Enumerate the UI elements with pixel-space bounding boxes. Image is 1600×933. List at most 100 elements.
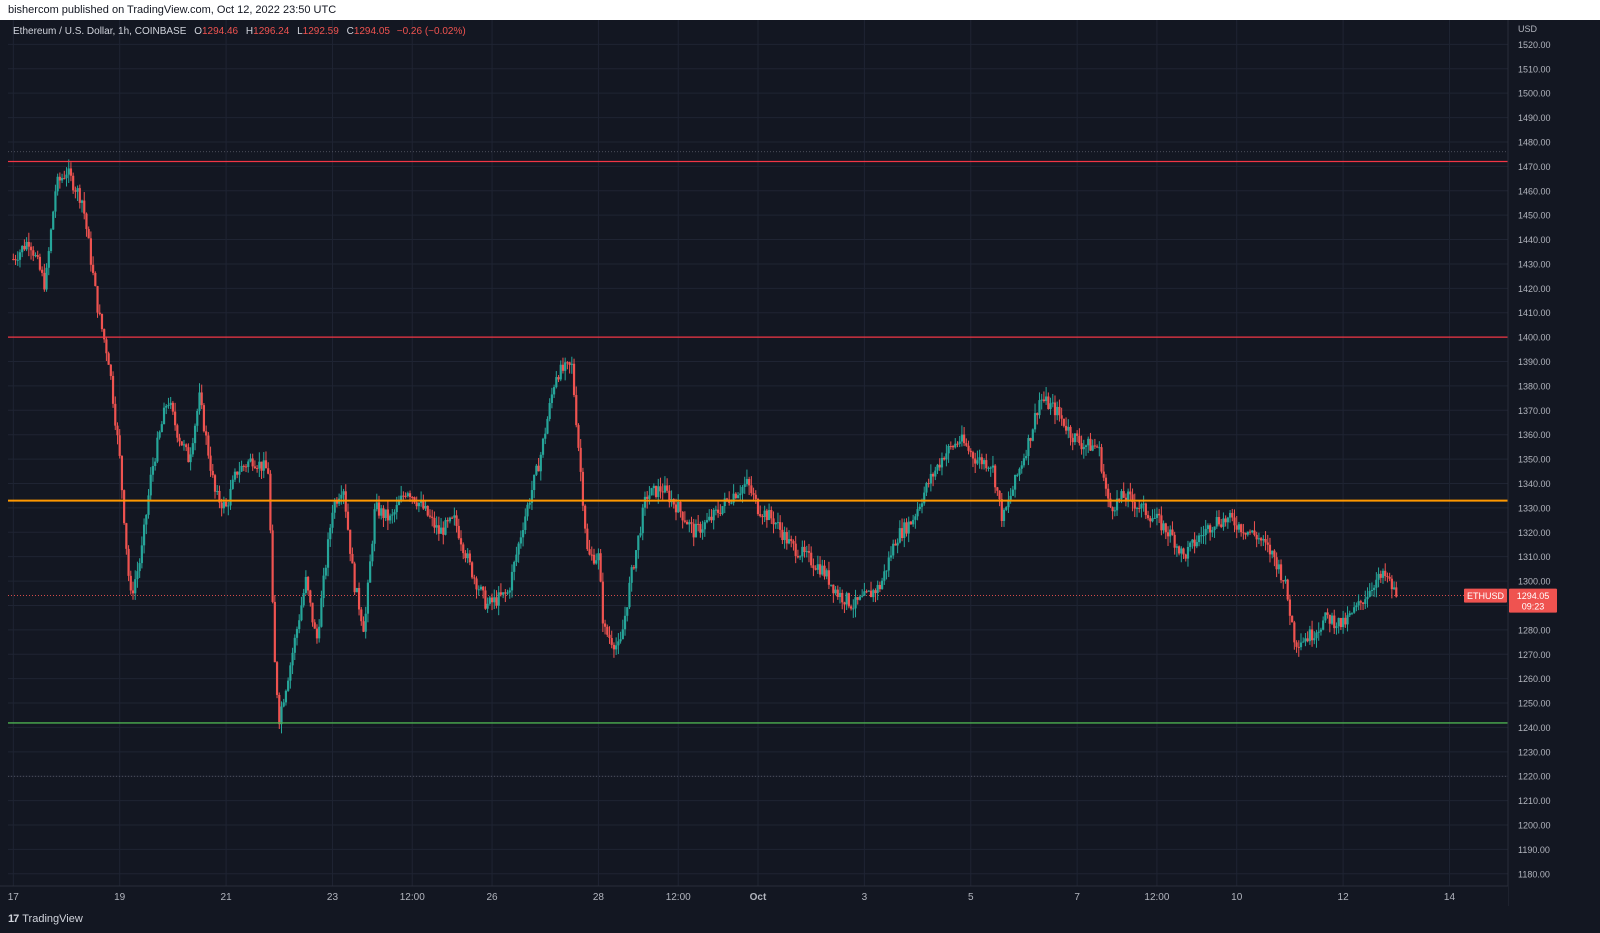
- candle-body: [21, 245, 24, 253]
- candle-body: [1373, 587, 1376, 590]
- candle-body: [661, 491, 664, 493]
- candle-body: [475, 578, 478, 590]
- candle-body: [200, 392, 203, 406]
- candle-body: [1045, 396, 1048, 402]
- candle-body: [377, 502, 381, 516]
- candle-body: [552, 387, 556, 395]
- candle-body: [723, 498, 726, 507]
- candle-body: [1392, 587, 1396, 590]
- candle-body: [502, 592, 505, 595]
- candle-body: [963, 434, 966, 444]
- candle-body: [273, 601, 276, 663]
- candle-body: [404, 495, 407, 497]
- candle-body: [537, 465, 540, 472]
- candle-body: [1098, 447, 1101, 449]
- candle-body: [324, 567, 327, 576]
- candle-body: [1255, 534, 1258, 540]
- price-tick-label: 1470.00: [1518, 162, 1551, 172]
- tradingview-logo[interactable]: 17 TradingView: [8, 913, 83, 925]
- candle-body: [1370, 589, 1374, 591]
- candle-body: [830, 584, 833, 586]
- candle-body: [224, 501, 228, 507]
- price-tick-label: 1410.00: [1518, 308, 1551, 318]
- candle-body: [1209, 525, 1212, 533]
- candle-body: [12, 259, 15, 261]
- candle-body: [1288, 599, 1292, 616]
- candle-body: [311, 602, 314, 623]
- candle-body: [94, 272, 97, 287]
- candle-body: [978, 457, 981, 461]
- candle-body: [497, 592, 500, 606]
- candle-body: [1282, 580, 1285, 582]
- candle-body: [781, 529, 784, 541]
- candle-body: [940, 457, 944, 468]
- candle-body: [1286, 579, 1289, 600]
- candle-body: [52, 211, 55, 230]
- candle-body: [138, 563, 141, 572]
- candle-body: [185, 444, 188, 448]
- candle-body: [1330, 615, 1334, 624]
- price-tick-label: 1270.00: [1518, 650, 1551, 660]
- candle-body: [641, 507, 644, 534]
- candle-body: [1051, 402, 1054, 404]
- candle-body: [1257, 538, 1260, 540]
- candle-body: [515, 554, 518, 563]
- candle-body: [1353, 607, 1356, 613]
- candle-body: [949, 446, 952, 448]
- candle-body: [1146, 515, 1150, 519]
- candle-body: [719, 512, 722, 514]
- candle-body: [750, 485, 753, 494]
- candle-body: [557, 377, 560, 380]
- candle-body: [1064, 425, 1068, 431]
- time-tick-label: 10: [1231, 892, 1243, 903]
- candle-body: [1233, 517, 1236, 526]
- time-axis[interactable]: 17 19 21 23 12:00 26 28 12:00 Oct 3 5 7 12:00 10 12 14: [0, 885, 1508, 906]
- candle-body: [701, 529, 704, 533]
- candle-body: [987, 467, 990, 469]
- last-price-label: [1509, 588, 1557, 613]
- candle-body: [1173, 534, 1176, 548]
- candle-body: [298, 620, 301, 630]
- candle-body: [812, 565, 815, 569]
- candle-body: [60, 178, 64, 181]
- candle-body: [422, 500, 425, 509]
- candle-body: [162, 407, 166, 425]
- candle-body: [96, 286, 99, 313]
- candle-body: [626, 607, 629, 616]
- candle-body: [892, 543, 895, 556]
- candle-body: [1328, 614, 1331, 624]
- candle-body: [220, 502, 223, 509]
- candle-body: [431, 516, 434, 518]
- candle-body: [1242, 532, 1245, 534]
- price-tick-label: 1200.00: [1518, 821, 1551, 831]
- candle-body: [353, 563, 356, 593]
- candle-body: [652, 485, 655, 489]
- candle-body: [114, 403, 117, 426]
- candle-body: [776, 522, 780, 524]
- candle-body: [524, 516, 527, 531]
- candle-body: [209, 455, 212, 471]
- candle-body: [1084, 445, 1088, 447]
- candle-body: [648, 495, 651, 499]
- candle-body: [134, 579, 137, 594]
- candle-body: [603, 623, 607, 627]
- candle-body: [1273, 550, 1276, 558]
- candle-body: [444, 520, 447, 535]
- candle-body: [1335, 626, 1338, 629]
- candle-body: [843, 602, 846, 605]
- candle-body: [459, 538, 463, 545]
- candle-body: [1155, 513, 1159, 518]
- candle-body: [1246, 531, 1249, 535]
- candle-body: [18, 252, 22, 260]
- candle-body: [1299, 642, 1303, 648]
- candle-body: [462, 544, 465, 554]
- candle-body: [136, 571, 139, 580]
- candle-body: [1002, 509, 1006, 521]
- candle-body: [140, 545, 143, 564]
- price-axis[interactable]: USD 1180.00 1190.00 1200.00 1210.00 1220.00 12…: [1507, 20, 1600, 906]
- candle-body: [1186, 546, 1190, 559]
- candle-body: [681, 511, 684, 521]
- candle-body: [765, 510, 768, 521]
- candle-body: [256, 468, 259, 470]
